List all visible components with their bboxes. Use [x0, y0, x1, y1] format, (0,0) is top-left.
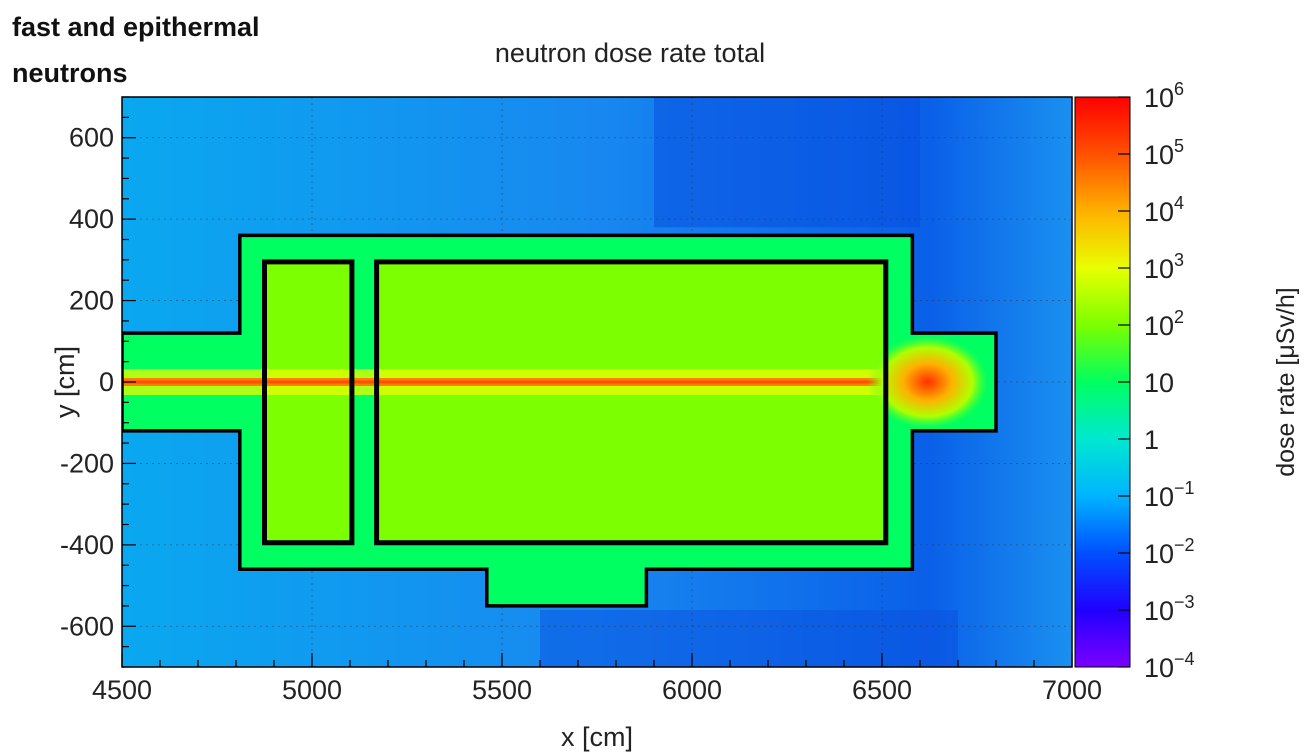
y-axis-label: y [cm]	[50, 346, 80, 418]
chart-title: neutron dose rate total	[494, 38, 766, 68]
colorbar-tick-base: 10	[1144, 368, 1174, 398]
colorbar-tick-base: 10	[1144, 83, 1174, 113]
y-tick-label: -400	[60, 530, 114, 560]
colorbar-tick-label: 1	[1144, 425, 1159, 455]
x-tick-label: 6000	[662, 675, 722, 705]
region-main-box-fill	[376, 261, 886, 543]
colorbar-tick-label: 10−1	[1144, 478, 1195, 512]
colorbar-tick-base: 10	[1144, 596, 1174, 626]
colorbar-tick-exponent: −1	[1174, 478, 1195, 498]
y-tick-label: 200	[69, 286, 114, 316]
colorbar-tick-label: 10−4	[1144, 649, 1195, 683]
y-tick-label: -200	[60, 448, 114, 478]
colorbar-tick-label: 102	[1144, 307, 1184, 341]
y-tick-label: -600	[60, 611, 114, 641]
colorbar-tick-exponent: 2	[1174, 307, 1184, 327]
colorbar-tick-base: 10	[1144, 254, 1174, 284]
colorbar-tick-exponent: −4	[1174, 649, 1195, 669]
low-dose-area-bottom	[540, 610, 958, 667]
y-tick-label: 400	[69, 204, 114, 234]
colorbar-tick-label: 10−3	[1144, 592, 1195, 626]
colorbar-tick-base: 10	[1144, 482, 1174, 512]
x-tick-label: 4500	[92, 675, 152, 705]
colorbar-tick-exponent: −2	[1174, 535, 1195, 555]
colorbar-tick-label: 10	[1144, 368, 1174, 398]
colorbar-tick-exponent: 4	[1174, 193, 1184, 213]
colorbar-label: dose rate [μSv/h]	[1272, 287, 1300, 477]
x-tick-label: 5000	[282, 675, 342, 705]
low-dose-area-top	[654, 97, 920, 228]
y-tick-label: 0	[99, 367, 114, 397]
colorbar-tick-exponent: 3	[1174, 250, 1184, 270]
y-tick-label: 600	[69, 123, 114, 153]
colorbar-tick-base: 10	[1144, 539, 1174, 569]
x-tick-label: 5500	[472, 675, 532, 705]
region-left-box-fill	[264, 261, 352, 543]
colorbar-tick-label: 104	[1144, 193, 1184, 227]
colorbar-tick-base: 10	[1144, 140, 1174, 170]
colorbar-tick-base: 10	[1144, 653, 1174, 683]
colorbar-tick-exponent: −3	[1174, 592, 1195, 612]
colorbar-tick-base: 10	[1144, 311, 1174, 341]
region-left-box-wall	[262, 259, 355, 546]
colorbar-tick-exponent: 5	[1174, 136, 1184, 156]
colorbar-tick-label: 10−2	[1144, 535, 1195, 569]
x-tick-label: 6500	[852, 675, 912, 705]
x-tick-label: 7000	[1042, 675, 1102, 705]
region-main-box-wall	[374, 259, 889, 546]
colorbar-tick-base: 10	[1144, 197, 1174, 227]
x-axis-label: x [cm]	[561, 722, 633, 752]
colorbar-tick-exponent: 6	[1174, 79, 1184, 99]
colorbar-tick-base: 1	[1144, 425, 1159, 455]
colorbar-tick-label: 105	[1144, 136, 1184, 170]
beam-dump-hotspot	[867, 336, 988, 428]
colorbar-tick-label: 106	[1144, 79, 1184, 113]
region-hall-wall	[122, 233, 998, 608]
colorbar-tick-label: 103	[1144, 250, 1184, 284]
corner-label: fast and epithermal neutrons	[12, 12, 260, 88]
